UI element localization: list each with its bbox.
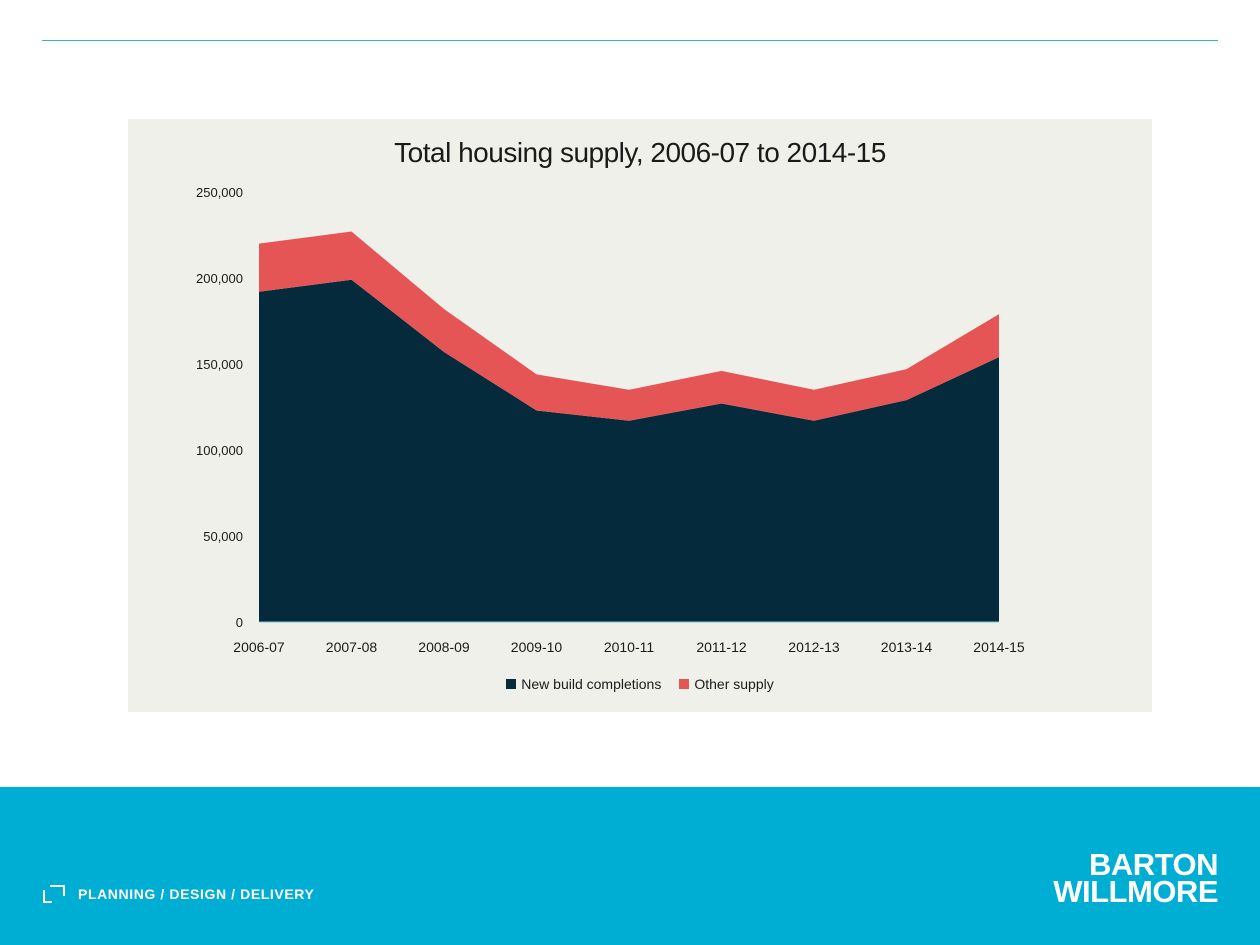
logo-line-1: BARTON	[1088, 847, 1219, 882]
area-series-new-build-completions	[259, 279, 999, 622]
chart-panel: Total housing supply, 2006-07 to 2014-15…	[128, 119, 1152, 712]
footer-tagline: PLANNING / DESIGN / DELIVERY	[42, 884, 314, 904]
x-tick-label: 2013-14	[881, 639, 933, 655]
x-tick-label: 2010-11	[604, 639, 655, 655]
x-tick-label: 2006-07	[233, 639, 285, 655]
legend-item-new-build: New build completions	[506, 676, 661, 692]
area-chart: 0 50,000 100,000 150,000 200,000 250,000 2006-…	[196, 185, 1025, 655]
area-series-other-supply	[259, 231, 999, 421]
barton-willmore-logo: BARTON WILLMORE	[1053, 847, 1219, 909]
x-tick-label: 2007-08	[326, 639, 378, 655]
y-tick-label: 200,000	[196, 271, 243, 286]
chart-legend: New build completions Other supply	[128, 676, 1152, 692]
x-tick-label: 2011-12	[696, 639, 747, 655]
legend-label-other-supply: Other supply	[694, 676, 774, 692]
legend-item-other-supply: Other supply	[679, 676, 774, 692]
y-tick-label: 50,000	[203, 529, 243, 544]
chart-title: Total housing supply, 2006-07 to 2014-15	[394, 137, 886, 168]
y-tick-label: 0	[236, 615, 243, 630]
y-tick-label: 150,000	[196, 357, 243, 372]
x-tick-label: 2012-13	[788, 639, 840, 655]
x-tick-label: 2009-10	[511, 639, 563, 655]
header-divider	[42, 40, 1218, 41]
x-tick-label: 2008-09	[418, 639, 470, 655]
bracket-icon	[43, 885, 65, 903]
logo-line-2: WILLMORE	[1053, 874, 1218, 909]
footer-bar: PLANNING / DESIGN / DELIVERY BARTON WILL…	[0, 787, 1260, 945]
x-tick-label: 2014-15	[973, 639, 1025, 655]
y-tick-label: 100,000	[196, 443, 243, 458]
y-tick-label: 250,000	[196, 185, 243, 200]
legend-label-new-build: New build completions	[521, 676, 662, 692]
legend-swatch-new-build	[506, 679, 517, 689]
legend-swatch-other-supply	[679, 679, 690, 689]
tagline-text: PLANNING / DESIGN / DELIVERY	[78, 886, 315, 902]
